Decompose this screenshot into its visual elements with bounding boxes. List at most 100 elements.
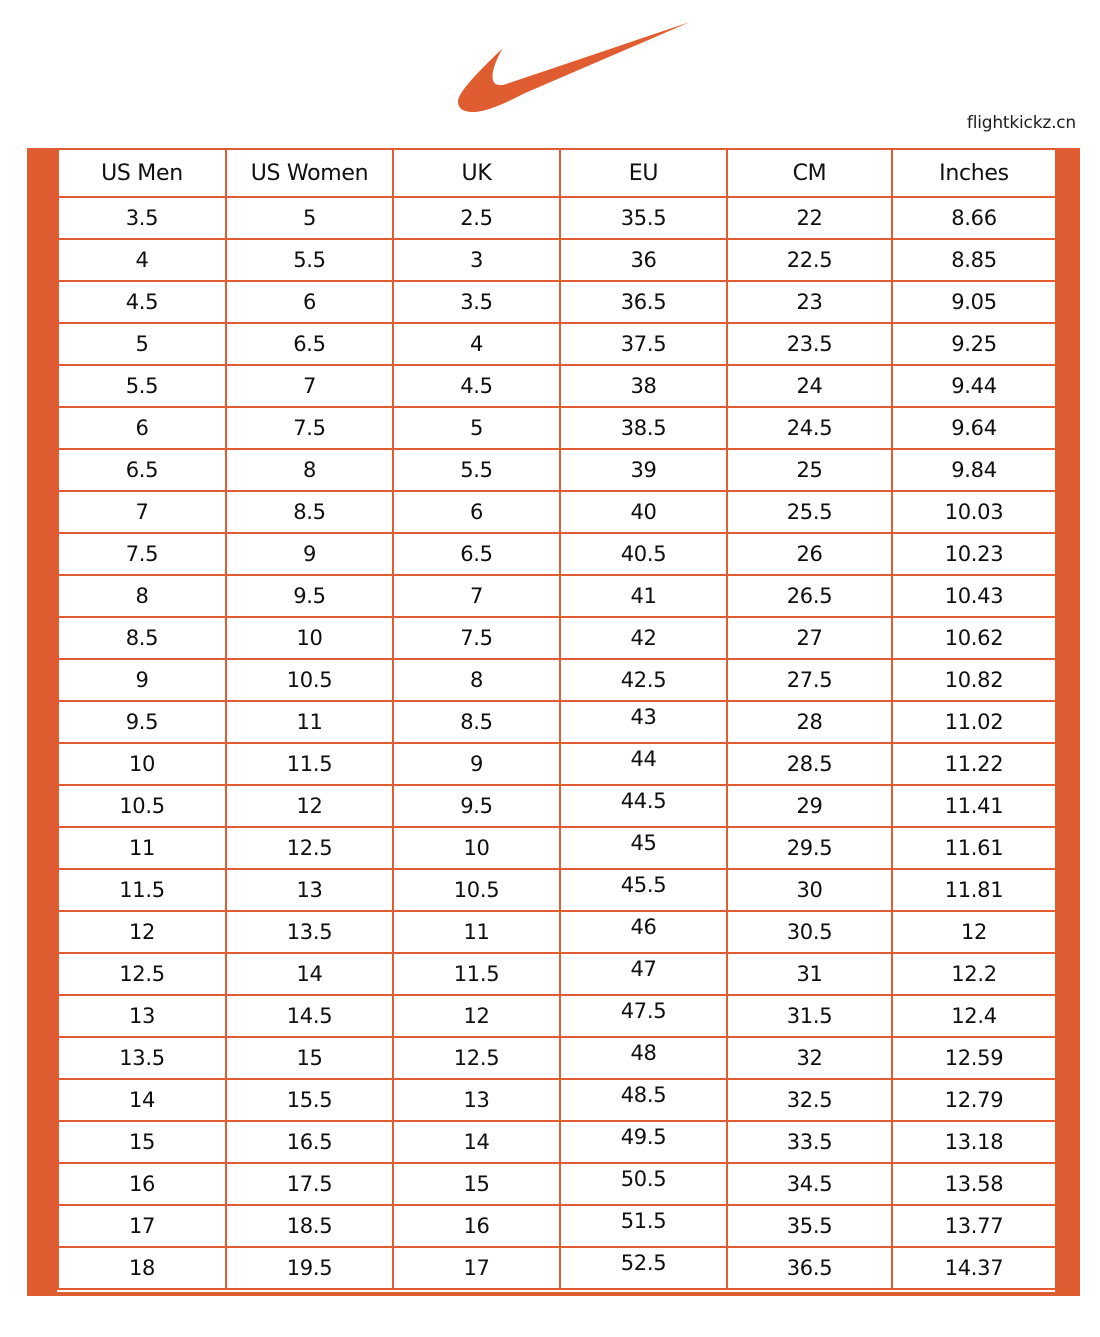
cell-us-men: 4.5 (57, 280, 227, 324)
cell-uk: 13 (392, 1078, 561, 1122)
cell-eu: 42 (559, 616, 728, 660)
cell-cm: 27.5 (726, 658, 893, 702)
cell-eu: 43 (559, 700, 728, 744)
cell-inches: 11.41 (891, 784, 1057, 828)
cell-us-women: 13 (225, 868, 394, 912)
cell-us-men: 8 (57, 574, 227, 618)
size-chart-frame: US Men US Women UK EU CM Inches 3.5 5 2.5 35.5 22… (27, 148, 1080, 1296)
cell-uk: 9.5 (392, 784, 561, 828)
cell-inches: 9.44 (891, 364, 1057, 408)
cell-cm: 22 (726, 196, 893, 240)
cell-eu: 36.5 (559, 280, 728, 324)
cell-cm: 28 (726, 700, 893, 744)
cell-us-women: 12.5 (225, 826, 394, 870)
cell-us-men: 9 (57, 658, 227, 702)
cell-us-women: 14.5 (225, 994, 394, 1038)
cell-uk: 5.5 (392, 448, 561, 492)
cell-inches: 12 (891, 910, 1057, 954)
cell-inches: 10.62 (891, 616, 1057, 660)
cell-us-women: 14 (225, 952, 394, 996)
cell-us-women: 10 (225, 616, 394, 660)
cell-us-women: 16.5 (225, 1120, 394, 1164)
cell-inches: 10.82 (891, 658, 1057, 702)
cell-eu: 47.5 (559, 994, 728, 1038)
cell-inches: 9.25 (891, 322, 1057, 366)
cell-cm: 27 (726, 616, 893, 660)
cell-eu: 35.5 (559, 196, 728, 240)
cell-eu: 40.5 (559, 532, 728, 576)
cell-inches: 10.23 (891, 532, 1057, 576)
cell-eu: 38.5 (559, 406, 728, 450)
column-header-us-men: US Men (57, 148, 227, 198)
table-row: 18 19.5 17 52.5 36.5 14.37 (57, 1246, 1057, 1290)
table-row: 6 7.5 5 38.5 24.5 9.64 (57, 406, 1057, 450)
cell-inches: 12.59 (891, 1036, 1057, 1080)
table-row: 10 11.5 9 44 28.5 11.22 (57, 742, 1057, 786)
left-orange-bar (27, 148, 57, 1296)
cell-us-women: 6.5 (225, 322, 394, 366)
cell-uk: 3 (392, 238, 561, 282)
cell-us-men: 4 (57, 238, 227, 282)
table-row: 8.5 10 7.5 42 27 10.62 (57, 616, 1057, 660)
cell-us-men: 13 (57, 994, 227, 1038)
cell-cm: 26.5 (726, 574, 893, 618)
cell-us-men: 14 (57, 1078, 227, 1122)
table-row: 10.5 12 9.5 44.5 29 11.41 (57, 784, 1057, 828)
table-row: 8 9.5 7 41 26.5 10.43 (57, 574, 1057, 618)
cell-cm: 25 (726, 448, 893, 492)
cell-cm: 26 (726, 532, 893, 576)
column-header-uk: UK (392, 148, 561, 198)
table-row: 11.5 13 10.5 45.5 30 11.81 (57, 868, 1057, 912)
cell-inches: 12.2 (891, 952, 1057, 996)
cell-uk: 15 (392, 1162, 561, 1206)
table-row: 4 5.5 3 36 22.5 8.85 (57, 238, 1057, 282)
table-row: 13.5 15 12.5 48 32 12.59 (57, 1036, 1057, 1080)
cell-uk: 2.5 (392, 196, 561, 240)
table-row: 12.5 14 11.5 47 31 12.2 (57, 952, 1057, 996)
cell-us-women: 8.5 (225, 490, 394, 534)
cell-us-men: 11 (57, 826, 227, 870)
cell-eu: 37.5 (559, 322, 728, 366)
cell-cm: 32.5 (726, 1078, 893, 1122)
cell-cm: 28.5 (726, 742, 893, 786)
table-row: 17 18.5 16 51.5 35.5 13.77 (57, 1204, 1057, 1248)
cell-uk: 6.5 (392, 532, 561, 576)
table-row: 9 10.5 8 42.5 27.5 10.82 (57, 658, 1057, 702)
cell-uk: 10.5 (392, 868, 561, 912)
cell-us-women: 6 (225, 280, 394, 324)
column-header-inches: Inches (891, 148, 1057, 198)
cell-uk: 5 (392, 406, 561, 450)
cell-uk: 16 (392, 1204, 561, 1248)
table-row: 3.5 5 2.5 35.5 22 8.66 (57, 196, 1057, 240)
cell-us-women: 18.5 (225, 1204, 394, 1248)
cell-us-women: 15.5 (225, 1078, 394, 1122)
table-row: 11 12.5 10 45 29.5 11.61 (57, 826, 1057, 870)
cell-us-men: 8.5 (57, 616, 227, 660)
cell-us-women: 13.5 (225, 910, 394, 954)
cell-cm: 29.5 (726, 826, 893, 870)
cell-inches: 8.85 (891, 238, 1057, 282)
table-row: 13 14.5 12 47.5 31.5 12.4 (57, 994, 1057, 1038)
cell-us-men: 10 (57, 742, 227, 786)
site-watermark: flightkickz.cn (966, 113, 1076, 133)
cell-us-men: 10.5 (57, 784, 227, 828)
cell-cm: 30 (726, 868, 893, 912)
cell-eu: 51.5 (559, 1204, 728, 1248)
bottom-orange-rule (27, 1292, 1080, 1296)
cell-cm: 30.5 (726, 910, 893, 954)
column-header-cm: CM (726, 148, 893, 198)
cell-cm: 31 (726, 952, 893, 996)
cell-eu: 38 (559, 364, 728, 408)
cell-uk: 4 (392, 322, 561, 366)
cell-inches: 13.77 (891, 1204, 1057, 1248)
cell-cm: 35.5 (726, 1204, 893, 1248)
column-header-eu: EU (559, 148, 728, 198)
cell-inches: 11.81 (891, 868, 1057, 912)
cell-inches: 9.84 (891, 448, 1057, 492)
cell-us-men: 16 (57, 1162, 227, 1206)
cell-cm: 23.5 (726, 322, 893, 366)
cell-us-men: 18 (57, 1246, 227, 1290)
cell-us-women: 19.5 (225, 1246, 394, 1290)
cell-uk: 8.5 (392, 700, 561, 744)
cell-us-men: 12.5 (57, 952, 227, 996)
